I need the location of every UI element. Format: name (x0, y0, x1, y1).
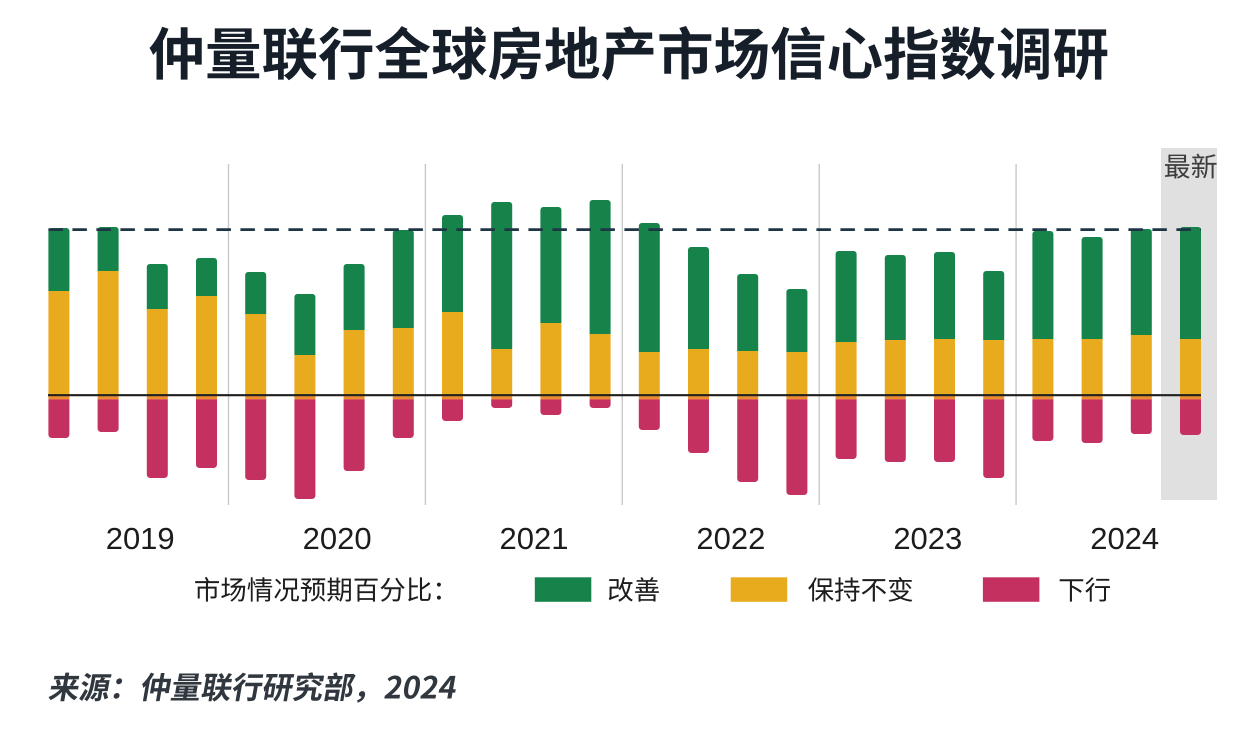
svg-text:2023: 2023 (893, 521, 962, 556)
svg-text:2022: 2022 (696, 521, 765, 556)
svg-text:2020: 2020 (303, 521, 372, 556)
svg-text:2019: 2019 (106, 521, 175, 556)
svg-text:2021: 2021 (500, 521, 569, 556)
svg-text:2024: 2024 (1090, 521, 1159, 556)
